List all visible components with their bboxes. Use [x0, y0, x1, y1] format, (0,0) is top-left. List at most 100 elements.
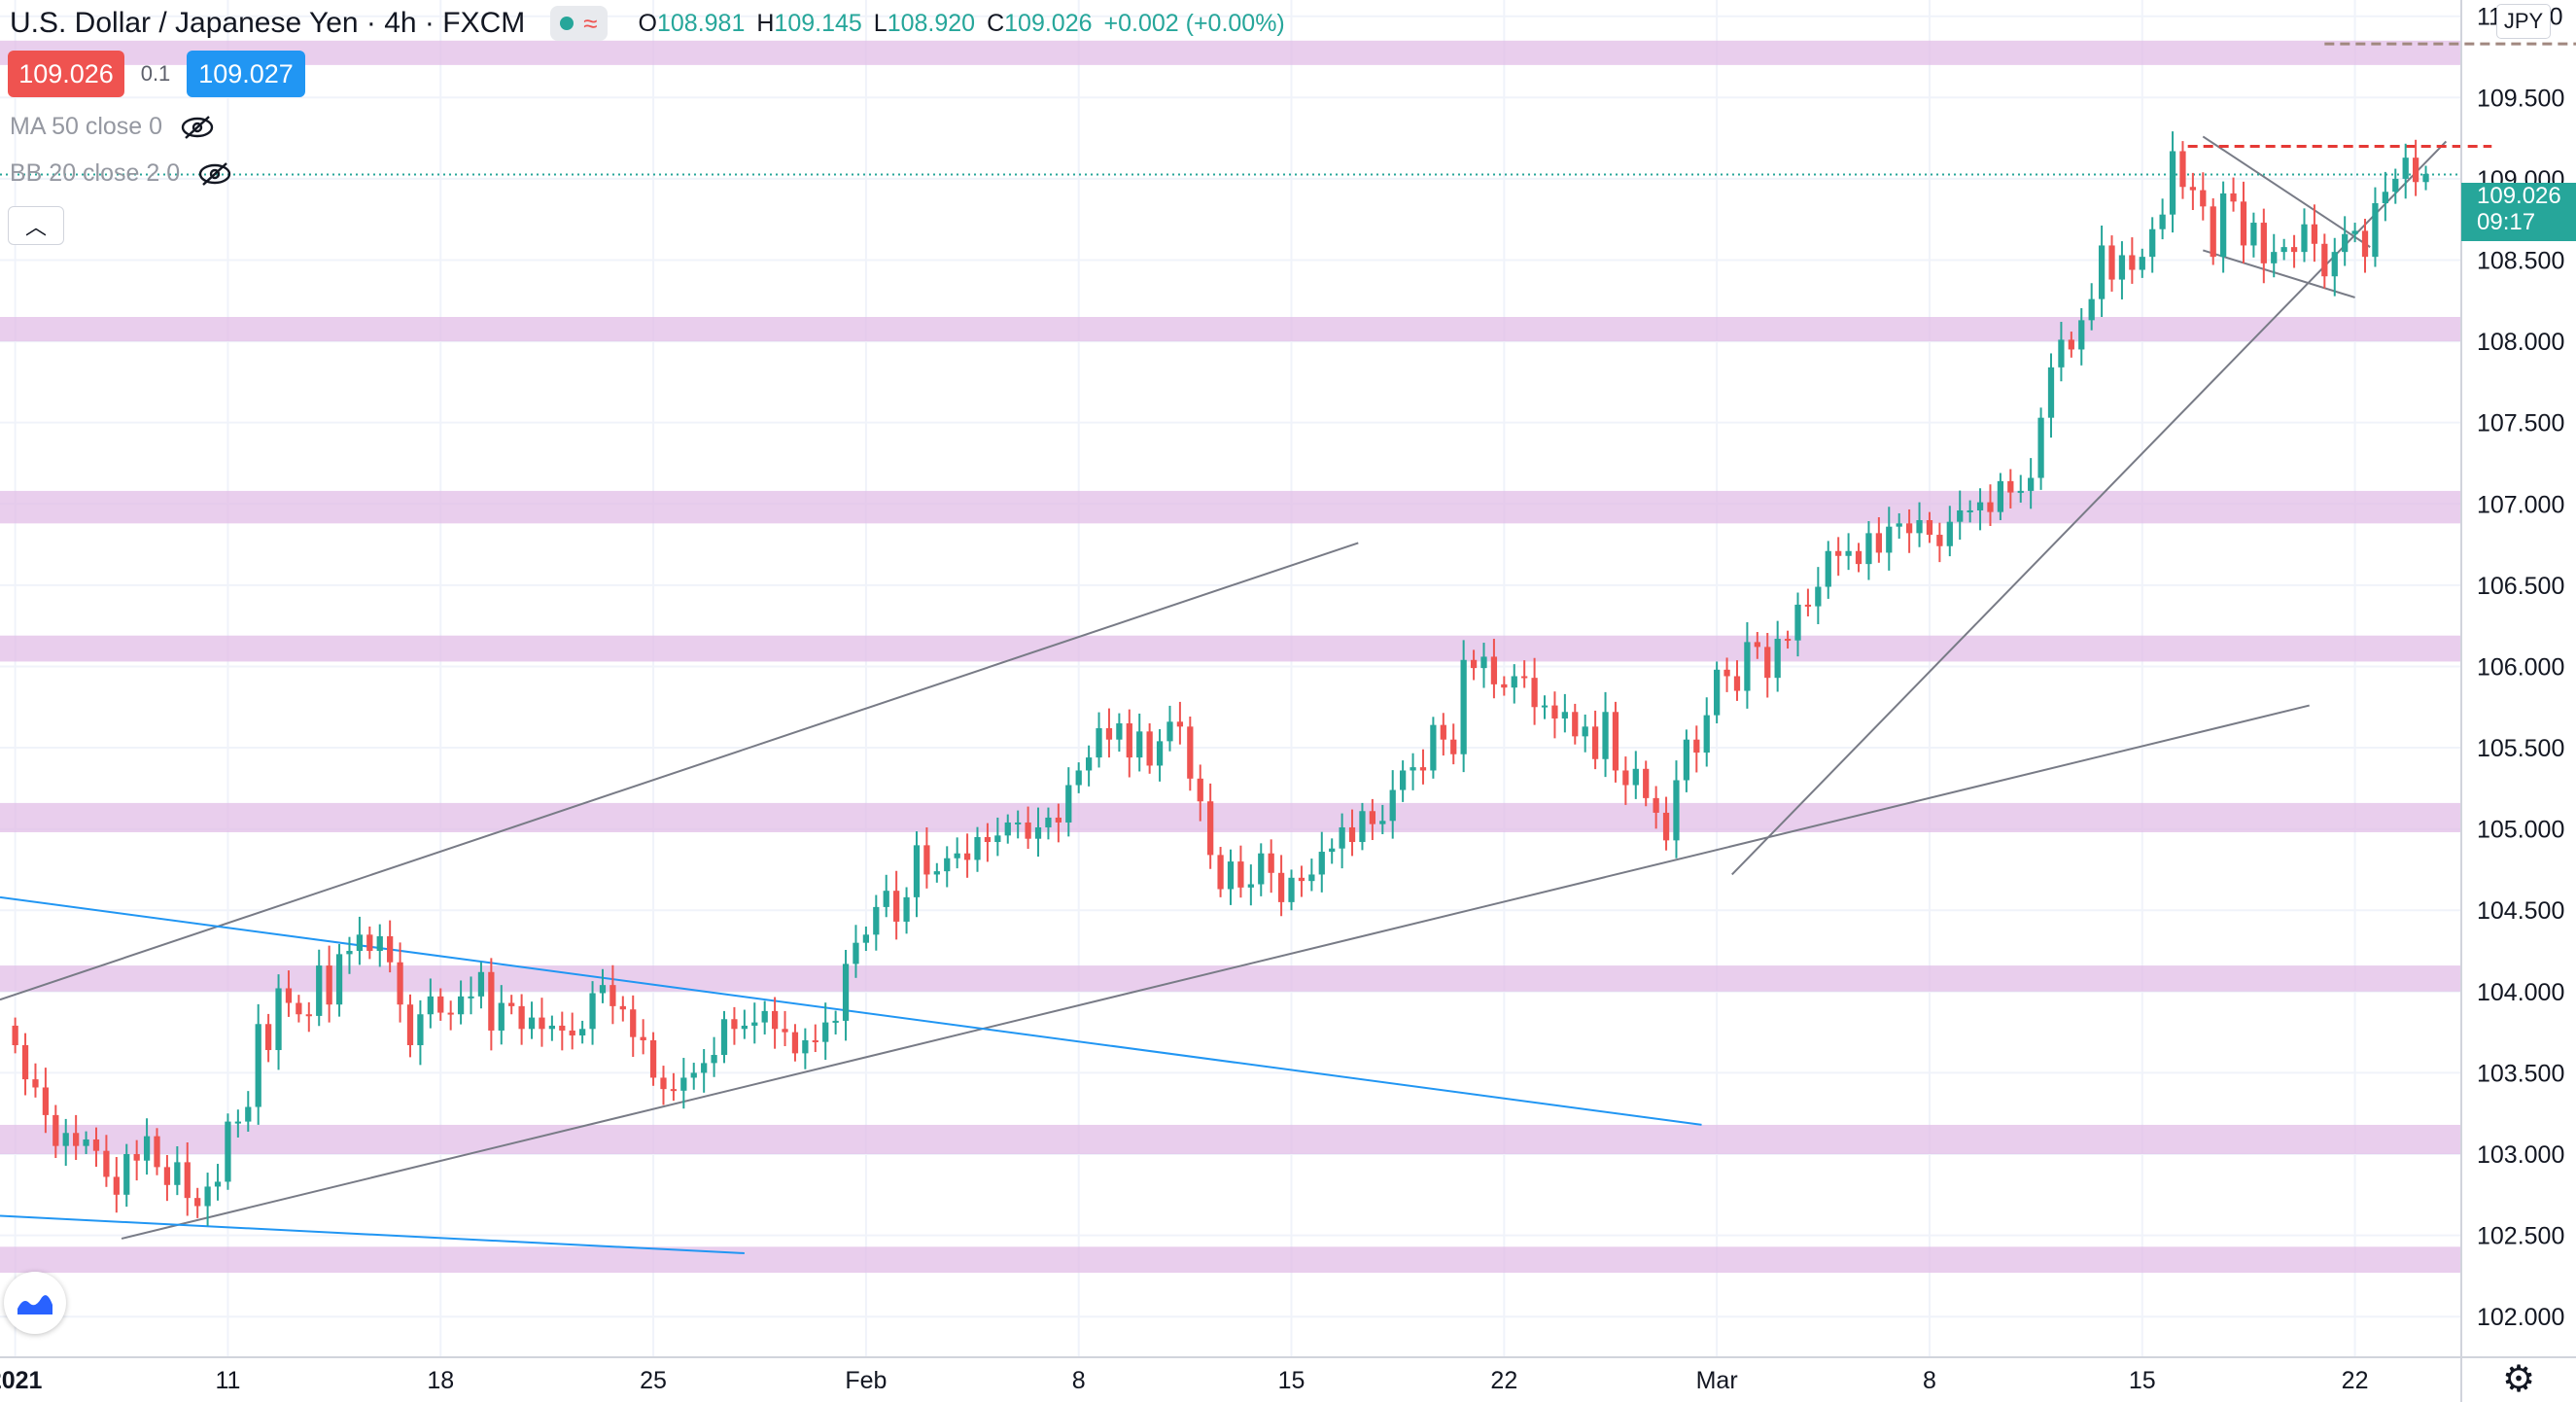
support-resistance-zones	[0, 40, 2461, 1274]
change-value: +0.002 (+0.00%)	[1103, 9, 1285, 37]
candle-body	[305, 1014, 312, 1017]
candle-body	[1085, 757, 1093, 771]
trendline	[0, 542, 1359, 1001]
candle-body	[154, 1136, 160, 1168]
candle-body	[1227, 861, 1235, 890]
x-tick-label: 22	[1490, 1367, 1517, 1394]
candle-body	[649, 1039, 657, 1078]
candle-body	[893, 891, 900, 922]
candle-body	[2372, 202, 2379, 258]
candle-body	[1015, 822, 1022, 824]
trendline	[2203, 249, 2355, 298]
candle-body	[143, 1136, 151, 1161]
trendline	[121, 704, 2310, 1240]
y-tick-label: 109.500	[2477, 85, 2564, 112]
candle-body	[1896, 523, 1902, 527]
candle-body	[974, 837, 981, 860]
candle-body	[1258, 853, 1265, 885]
candle-body	[2422, 173, 2429, 183]
candle-body	[1794, 604, 1801, 641]
symbol-title[interactable]: U.S. Dollar / Japanese Yen · 4h · FXCM	[10, 7, 526, 39]
candle-body	[2311, 224, 2318, 244]
candle-body	[285, 988, 293, 1003]
candle-body	[1815, 586, 1822, 607]
candle-body	[1369, 811, 1376, 824]
candle-body	[2037, 417, 2044, 478]
candle-body	[1288, 877, 1295, 902]
candle-body	[2149, 228, 2156, 258]
status-dot-icon	[560, 17, 574, 30]
candle-body	[771, 1010, 779, 1030]
wave-icon: ≈	[583, 9, 598, 38]
open-label: O	[638, 9, 657, 37]
candle-body	[437, 996, 444, 1013]
candle-body	[609, 985, 616, 1006]
eye-off-icon[interactable]	[195, 160, 234, 188]
candle-body	[1987, 502, 1994, 512]
candle-body	[731, 1019, 738, 1030]
candle-body	[457, 996, 465, 1015]
candle-body	[225, 1121, 231, 1182]
candle-body	[660, 1077, 667, 1090]
series-toggle[interactable]: ≈	[550, 6, 608, 41]
price-zone	[0, 40, 2461, 65]
buy-button[interactable]: 109.027	[187, 51, 305, 97]
candle-body	[812, 1039, 818, 1042]
price-zone	[0, 490, 2461, 524]
candle-body	[2331, 252, 2338, 277]
candle-body	[498, 1002, 505, 1031]
candle-body	[1339, 826, 1345, 849]
candle-body	[1034, 826, 1042, 839]
price-zone	[0, 317, 2461, 342]
candle-body	[214, 1181, 222, 1187]
candle-body	[2301, 224, 2308, 253]
indicator-bb[interactable]: BB 20 close 2 0	[10, 159, 234, 188]
candle-body	[275, 988, 282, 1051]
gear-icon[interactable]: ⚙	[2502, 1359, 2536, 1400]
y-tick-label: 103.000	[2477, 1141, 2564, 1169]
y-tick-label: 104.500	[2477, 897, 2564, 925]
candle-body	[2280, 247, 2287, 253]
candle-body	[32, 1079, 39, 1088]
candle-body	[2017, 490, 2024, 493]
candle-body	[802, 1039, 809, 1054]
candle-body	[873, 906, 880, 935]
candle-body	[1156, 741, 1164, 766]
y-tick-label: 104.000	[2477, 979, 2564, 1006]
candle-body	[488, 971, 495, 1031]
indicator-ma[interactable]: MA 50 close 0	[10, 113, 217, 141]
candle-body	[1622, 770, 1629, 786]
candle-body	[1582, 726, 1588, 737]
candle-body	[1045, 817, 1052, 827]
y-tick-label: 107.000	[2477, 491, 2564, 518]
y-tick-label: 103.500	[2477, 1060, 2564, 1087]
sell-button[interactable]: 109.026	[8, 51, 124, 97]
candle-body	[1764, 647, 1771, 679]
low-value: 108.920	[887, 9, 976, 37]
candle-body	[245, 1106, 252, 1122]
candle-body	[2260, 223, 2267, 263]
candle-body	[1237, 861, 1244, 888]
x-tick-label: 18	[427, 1367, 454, 1394]
candle-body	[2210, 206, 2216, 258]
candle-body	[1166, 721, 1173, 742]
candle-body	[782, 1029, 788, 1033]
candle-body	[1612, 712, 1619, 771]
y-tick-label: 102.000	[2477, 1304, 2564, 1331]
trendlines	[0, 42, 2576, 1254]
candle-body	[1268, 853, 1274, 873]
candle-body	[1946, 521, 1953, 546]
candle-body	[2351, 230, 2358, 234]
eye-off-icon[interactable]	[178, 114, 217, 141]
candle-body	[1430, 724, 1437, 771]
candle-body	[174, 1162, 181, 1185]
candlestick-series	[12, 131, 2429, 1226]
tradingview-logo[interactable]	[4, 1272, 66, 1334]
currency-label[interactable]: JPY	[2496, 4, 2551, 39]
open-value: 108.981	[656, 9, 746, 37]
candle-body	[853, 942, 859, 964]
collapse-legend-button[interactable]: ︿	[8, 206, 64, 245]
candle-body	[1967, 509, 1973, 512]
